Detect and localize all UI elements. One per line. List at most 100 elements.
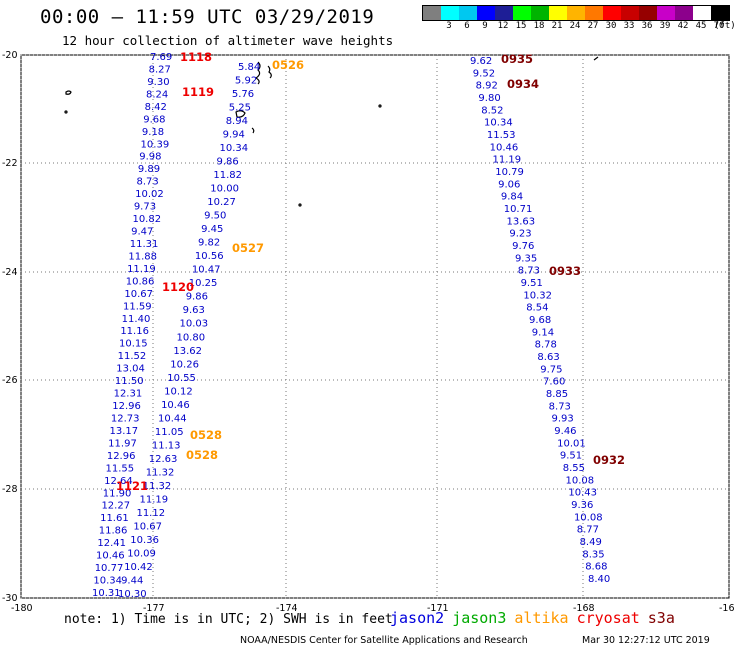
wave-height-value: 13.04 — [116, 364, 145, 375]
wave-height-value: 10.34 — [484, 118, 513, 129]
pass-time-label: 0932 — [593, 453, 625, 467]
color-swatch — [477, 6, 495, 20]
track-b-values: 5.84 5.92 5.76 5.25 8.94 9.94 10.34 9.86 11.82 10… — [118, 62, 260, 600]
color-swatch — [585, 6, 603, 20]
wave-height-value: 10.26 — [170, 359, 199, 370]
pass-time-label: 1120 — [162, 280, 194, 294]
wave-height-value: 11.82 — [213, 170, 242, 181]
pass-time-label: 1121 — [116, 479, 148, 493]
wave-height-value: 11.13 — [152, 440, 181, 451]
pass-time-label: 1118 — [180, 50, 212, 64]
wave-height-value: 8.73 — [549, 401, 571, 412]
wave-height-value: 10.01 — [557, 438, 586, 449]
wave-height-value: 10.56 — [195, 251, 224, 262]
wave-height-value: 9.86 — [216, 157, 238, 168]
island-outline — [251, 127, 255, 134]
wave-height-value: 11.32 — [146, 467, 175, 478]
wave-height-value: 12.63 — [149, 454, 178, 465]
lon-tick-label: -171 — [427, 603, 449, 614]
wave-height-value: 10.43 — [568, 488, 597, 499]
wave-height-value: 11.61 — [100, 513, 129, 524]
wave-height-value: 10.86 — [126, 276, 155, 287]
wave-height-value: 9.18 — [142, 127, 164, 138]
wave-height-value: 9.73 — [134, 202, 156, 213]
wave-height-value: 11.86 — [99, 526, 128, 537]
color-scale-tick: 9 — [482, 21, 488, 31]
island-outline — [65, 90, 72, 95]
wave-height-value: 8.42 — [145, 102, 167, 113]
wave-height-value: 8.49 — [580, 537, 602, 548]
wave-height-value: 10.46 — [490, 142, 519, 153]
wave-height-value: 9.46 — [554, 426, 576, 437]
lon-tick-label: -174 — [276, 603, 298, 614]
wave-height-value: 10.67 — [124, 289, 153, 300]
pass-time-label: 0526 — [272, 58, 304, 72]
color-swatch — [549, 6, 567, 20]
color-scale-tick: 21 — [551, 21, 563, 31]
wave-height-value: 10.44 — [158, 413, 187, 424]
pass-time-label: 0933 — [549, 264, 581, 278]
lon-tick-label: -177 — [143, 603, 165, 614]
legend-jason3: jason3 — [452, 609, 507, 627]
wave-height-value: 12.73 — [111, 413, 140, 424]
wave-height-value: 11.19 — [127, 264, 156, 275]
wave-height-value: 9.45 — [201, 224, 223, 235]
lat-tick-label: -24 — [2, 267, 18, 278]
color-scale-tick: 12 — [497, 21, 509, 31]
wave-height-value: 10.55 — [167, 373, 196, 384]
island-dot — [378, 104, 382, 108]
wave-height-value: 10.39 — [141, 139, 170, 150]
wave-height-value: 8.68 — [585, 562, 607, 573]
wave-height-value: 12.41 — [97, 538, 126, 549]
pass-time-label: 0527 — [232, 241, 264, 255]
wave-height-value: 9.75 — [540, 364, 562, 375]
wave-height-value: 10.82 — [132, 214, 161, 225]
wave-height-value: 5.92 — [235, 76, 257, 87]
axis-labels: -20 -22 -24 -26 -28 -30-180 -177 -174 -171 -168 -1… — [2, 50, 735, 614]
wave-height-value: 9.80 — [478, 93, 500, 104]
wave-height-value: 12.96 — [107, 451, 136, 462]
color-scale-tick: 18 — [533, 21, 545, 31]
wave-height-value: 10.42 — [124, 562, 153, 573]
wave-height-value: 9.89 — [138, 164, 160, 175]
pass-time-label: 0935 — [501, 52, 533, 66]
wave-height-value: 9.86 — [186, 292, 208, 303]
wave-height-value: 10.47 — [192, 265, 221, 276]
color-swatch — [459, 6, 477, 20]
pass-time-label: 0934 — [507, 77, 539, 91]
wave-height-value: 9.50 — [204, 211, 226, 222]
pass-time-label: 0528 — [190, 428, 222, 442]
wave-height-value: 11.32 — [143, 481, 172, 492]
color-swatch — [621, 6, 639, 20]
wave-height-value: 11.19 — [140, 494, 169, 505]
wave-height-value: 10.08 — [574, 512, 603, 523]
color-swatch — [567, 6, 585, 20]
color-swatch — [495, 6, 513, 20]
color-swatch — [603, 6, 621, 20]
color-swatch — [423, 6, 441, 20]
color-scale-tick: 33 — [623, 21, 635, 31]
wave-height-value: 10.00 — [210, 184, 239, 195]
color-swatch — [675, 6, 693, 20]
island-outline — [267, 65, 272, 79]
color-scale-tick: 36 — [641, 21, 653, 31]
wave-height-value: 13.62 — [173, 346, 202, 357]
wave-height-value: 10.30 — [118, 589, 147, 600]
wave-height-value: 8.24 — [146, 89, 168, 100]
wave-height-value: 9.84 — [501, 192, 523, 203]
color-swatch — [513, 6, 531, 20]
wave-height-value: 9.44 — [121, 575, 143, 586]
wave-height-value: 11.53 — [487, 130, 516, 141]
wave-height-value: 10.36 — [130, 535, 159, 546]
color-scale-unit: (ft) — [714, 21, 736, 31]
wave-height-value: 9.98 — [139, 152, 161, 163]
wave-height-value: 11.97 — [108, 438, 137, 449]
color-swatch — [693, 6, 711, 20]
wave-height-value: 8.85 — [546, 389, 568, 400]
wave-height-value: 10.27 — [207, 197, 236, 208]
page-title: 00:00 – 11:59 UTC 03/29/2019 — [40, 6, 375, 28]
wave-height-value: 10.03 — [180, 319, 209, 330]
color-scale-tick: 42 — [677, 21, 689, 31]
wave-height-value: 8.92 — [476, 81, 498, 92]
